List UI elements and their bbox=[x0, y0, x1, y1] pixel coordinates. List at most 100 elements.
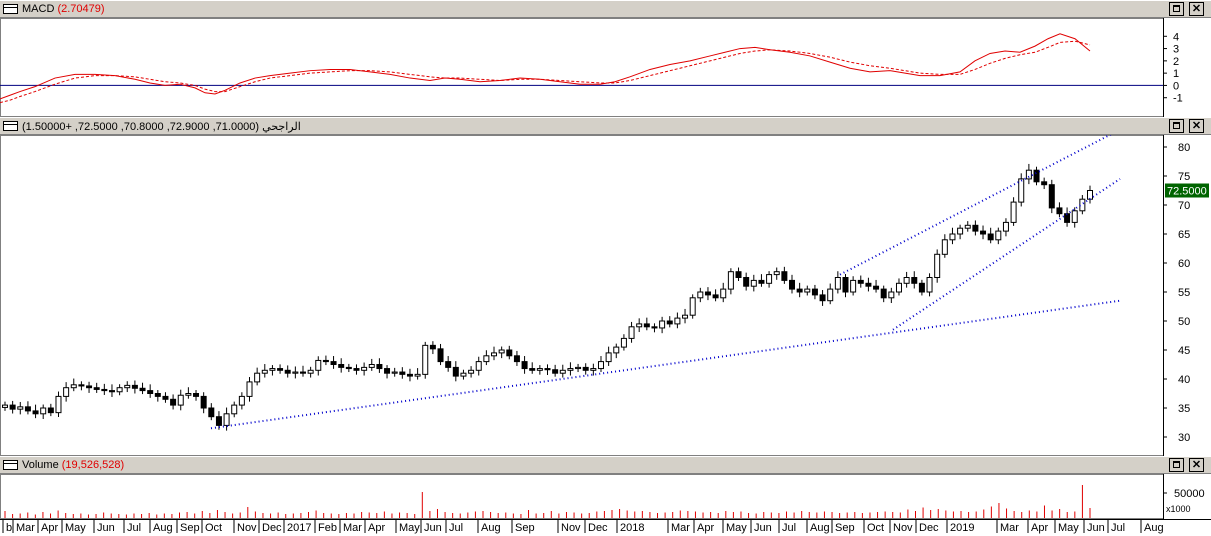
candle bbox=[70, 378, 77, 392]
y-tick-label: 55 bbox=[1178, 287, 1190, 299]
candle bbox=[200, 392, 207, 414]
panel-icon bbox=[3, 121, 18, 131]
candle-body bbox=[246, 381, 253, 397]
candle bbox=[506, 345, 513, 360]
trend-line bbox=[839, 135, 1112, 276]
candle-body bbox=[666, 320, 673, 325]
maximize-icon[interactable] bbox=[1169, 2, 1184, 16]
close-icon[interactable]: ✕ bbox=[1189, 2, 1204, 16]
candle-body bbox=[284, 369, 291, 374]
candle-body bbox=[949, 233, 956, 241]
candle bbox=[559, 364, 566, 378]
candle-body bbox=[773, 271, 780, 276]
candle-body bbox=[223, 413, 230, 426]
candle bbox=[491, 346, 498, 361]
maximize-icon[interactable] bbox=[1169, 119, 1184, 133]
date-tick-label: Aug bbox=[153, 522, 173, 534]
date-tick-label: Jun bbox=[424, 522, 442, 534]
date-tick-label: 2017 bbox=[287, 522, 311, 534]
candle-body bbox=[78, 384, 85, 387]
volume-scale-note: x1000 bbox=[1166, 504, 1191, 514]
date-tick-label: Aug bbox=[810, 522, 830, 534]
candle-body bbox=[819, 294, 826, 302]
candle bbox=[131, 380, 138, 394]
y-tick-label: 4 bbox=[1173, 31, 1179, 43]
candle-body bbox=[605, 352, 612, 363]
candle-body bbox=[322, 359, 329, 363]
date-tick-label: Jul bbox=[449, 522, 463, 534]
date-tick-label: May bbox=[65, 522, 86, 534]
candle bbox=[567, 362, 574, 376]
candle bbox=[995, 227, 1002, 245]
candle bbox=[834, 271, 841, 294]
candle bbox=[445, 356, 452, 372]
candle-body bbox=[139, 387, 146, 392]
candle-body bbox=[857, 279, 864, 284]
price-titlebar: الراجحي (71.0000, 72.9000, 70.8000, 72.5… bbox=[0, 117, 1211, 135]
candle bbox=[391, 367, 398, 377]
candle-body bbox=[865, 282, 872, 287]
candle bbox=[177, 389, 184, 411]
candle-body bbox=[735, 271, 742, 278]
candle-body bbox=[980, 230, 987, 235]
candle bbox=[666, 316, 673, 328]
candle-body bbox=[368, 364, 375, 368]
candle bbox=[483, 350, 490, 366]
candle-body bbox=[842, 277, 849, 293]
candle bbox=[139, 382, 146, 395]
date-tick-label: Apr bbox=[368, 522, 385, 534]
volume-panel: Volume (19,526,528) ✕ 50000 x1000 bbox=[0, 456, 1211, 519]
close-icon[interactable]: ✕ bbox=[1189, 119, 1204, 133]
candle bbox=[689, 294, 696, 319]
candle bbox=[605, 346, 612, 366]
close-icon[interactable]: ✕ bbox=[1189, 458, 1204, 472]
candle bbox=[880, 285, 887, 303]
y-tick-label: 45 bbox=[1178, 345, 1190, 357]
candle-body bbox=[888, 291, 895, 299]
date-axis: b Mar Apr May Jun Jul Aug Sep Oct Nov Dec 2017 Feb Ma… bbox=[0, 519, 1211, 536]
candle bbox=[1025, 163, 1032, 185]
y-tick-label: 1 bbox=[1173, 68, 1179, 80]
candle-body bbox=[1087, 190, 1093, 200]
candle bbox=[269, 365, 276, 376]
candle bbox=[307, 366, 314, 378]
candle-body bbox=[498, 349, 505, 354]
candle-body bbox=[781, 271, 788, 281]
candle bbox=[1056, 202, 1063, 218]
trend-line bbox=[210, 299, 1121, 430]
candle bbox=[1010, 197, 1017, 226]
maximize-icon[interactable] bbox=[1169, 458, 1184, 472]
candle bbox=[468, 366, 475, 378]
volume-chart: 50000 x1000 bbox=[0, 474, 1205, 519]
candle-body bbox=[147, 390, 154, 395]
candle-body bbox=[659, 320, 666, 329]
candle bbox=[949, 227, 956, 245]
candle bbox=[437, 343, 444, 366]
candle bbox=[941, 234, 948, 258]
last-price-label: 72.5000 bbox=[1167, 186, 1207, 198]
candle bbox=[911, 271, 918, 289]
candle-body bbox=[193, 393, 200, 397]
candle bbox=[804, 285, 811, 296]
candle bbox=[536, 365, 543, 375]
candle bbox=[704, 287, 711, 301]
candle bbox=[513, 350, 520, 366]
date-tick-label: Oct bbox=[205, 522, 222, 534]
candle bbox=[766, 271, 773, 288]
candle-body bbox=[544, 368, 551, 371]
price-value: (71.0000, 72.9000, 70.8000, 72.5000, +1.… bbox=[22, 121, 260, 133]
candle-body bbox=[995, 230, 1002, 241]
candle bbox=[284, 365, 291, 378]
candle bbox=[1002, 218, 1009, 237]
candle-body bbox=[636, 323, 643, 328]
candle bbox=[674, 312, 681, 329]
candle-body bbox=[552, 369, 559, 374]
candle bbox=[406, 368, 413, 382]
macd-value: (2.70479) bbox=[57, 3, 105, 15]
date-tick-label: Mar bbox=[16, 522, 35, 534]
date-tick-label: Jul bbox=[127, 522, 141, 534]
candle-body bbox=[437, 348, 444, 363]
date-tick-label: Apr bbox=[41, 522, 58, 534]
date-tick-label: Jul bbox=[1111, 522, 1125, 534]
candle-body bbox=[17, 406, 24, 410]
